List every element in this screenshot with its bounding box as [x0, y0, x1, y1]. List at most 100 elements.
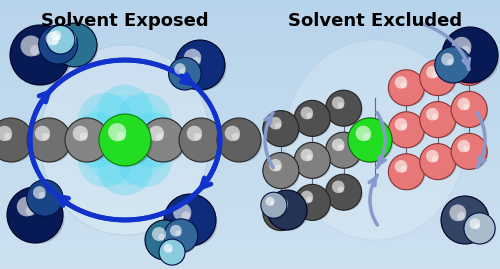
Bar [0, 138, 500, 139]
Bar [0, 243, 500, 244]
Circle shape [146, 123, 186, 162]
Bar [0, 89, 500, 90]
Circle shape [10, 25, 70, 85]
Bar [0, 45, 500, 46]
Circle shape [458, 98, 470, 110]
Bar [0, 197, 500, 198]
Circle shape [393, 74, 426, 106]
Bar [0, 235, 500, 236]
Circle shape [27, 118, 71, 162]
Bar [0, 228, 500, 229]
Circle shape [60, 31, 76, 46]
Circle shape [447, 59, 454, 65]
Bar [0, 225, 500, 226]
Bar [0, 84, 500, 85]
Circle shape [300, 149, 313, 161]
Bar [0, 227, 500, 228]
Circle shape [152, 227, 166, 241]
Bar [0, 82, 500, 83]
Bar [0, 106, 500, 107]
Bar [0, 14, 500, 15]
Circle shape [294, 100, 330, 136]
Circle shape [222, 123, 262, 162]
Bar [0, 240, 500, 241]
Bar [0, 146, 500, 147]
Bar [0, 136, 500, 137]
Bar [0, 222, 500, 223]
Bar [0, 263, 500, 264]
Bar [0, 39, 500, 40]
Circle shape [179, 118, 223, 162]
Bar [0, 42, 500, 43]
Bar [0, 34, 500, 35]
Bar [0, 259, 500, 260]
Circle shape [80, 133, 88, 141]
Circle shape [267, 190, 307, 230]
Bar [0, 117, 500, 118]
Bar [0, 115, 500, 116]
Circle shape [432, 114, 438, 120]
Circle shape [326, 174, 362, 210]
Bar [0, 204, 500, 205]
Bar [0, 33, 500, 34]
Bar [0, 35, 500, 36]
Bar [0, 210, 500, 211]
Bar [0, 185, 500, 186]
Bar [0, 267, 500, 268]
Bar [0, 104, 500, 105]
Bar [0, 186, 500, 187]
Bar [0, 37, 500, 38]
Bar [0, 211, 500, 212]
Bar [0, 93, 500, 94]
Bar [0, 86, 500, 87]
Bar [0, 111, 500, 112]
Bar [0, 209, 500, 210]
Bar [0, 69, 500, 70]
Bar [0, 110, 500, 111]
Bar [0, 261, 500, 262]
Bar [0, 213, 500, 214]
Bar [0, 152, 500, 153]
Bar [0, 75, 500, 76]
Bar [0, 161, 500, 162]
Circle shape [388, 154, 424, 190]
Circle shape [326, 132, 362, 168]
Bar [0, 11, 500, 12]
Bar [0, 264, 500, 265]
Bar [0, 162, 500, 163]
Circle shape [53, 23, 97, 67]
Bar [0, 101, 500, 102]
Bar [0, 131, 500, 132]
Bar [0, 174, 500, 175]
Circle shape [148, 126, 164, 141]
Circle shape [184, 49, 201, 66]
Bar [0, 219, 500, 220]
Circle shape [173, 203, 192, 221]
Circle shape [34, 126, 50, 141]
Circle shape [447, 201, 490, 245]
Bar [0, 256, 500, 257]
Circle shape [441, 53, 454, 66]
Circle shape [330, 94, 362, 126]
Bar [0, 118, 500, 119]
Bar [0, 262, 500, 263]
Bar [0, 237, 500, 238]
Bar [0, 169, 500, 170]
Bar [0, 168, 500, 169]
Bar [0, 13, 500, 14]
Bar [0, 139, 500, 140]
Bar [0, 4, 500, 5]
Bar [0, 134, 500, 135]
Bar [0, 102, 500, 103]
Ellipse shape [118, 132, 172, 187]
Bar [0, 6, 500, 7]
Bar [0, 92, 500, 93]
Bar [0, 249, 500, 250]
Bar [0, 15, 500, 16]
Circle shape [441, 196, 489, 244]
Bar [0, 60, 500, 61]
Circle shape [50, 29, 76, 54]
Bar [0, 126, 500, 127]
Circle shape [270, 201, 274, 206]
Bar [0, 44, 500, 45]
